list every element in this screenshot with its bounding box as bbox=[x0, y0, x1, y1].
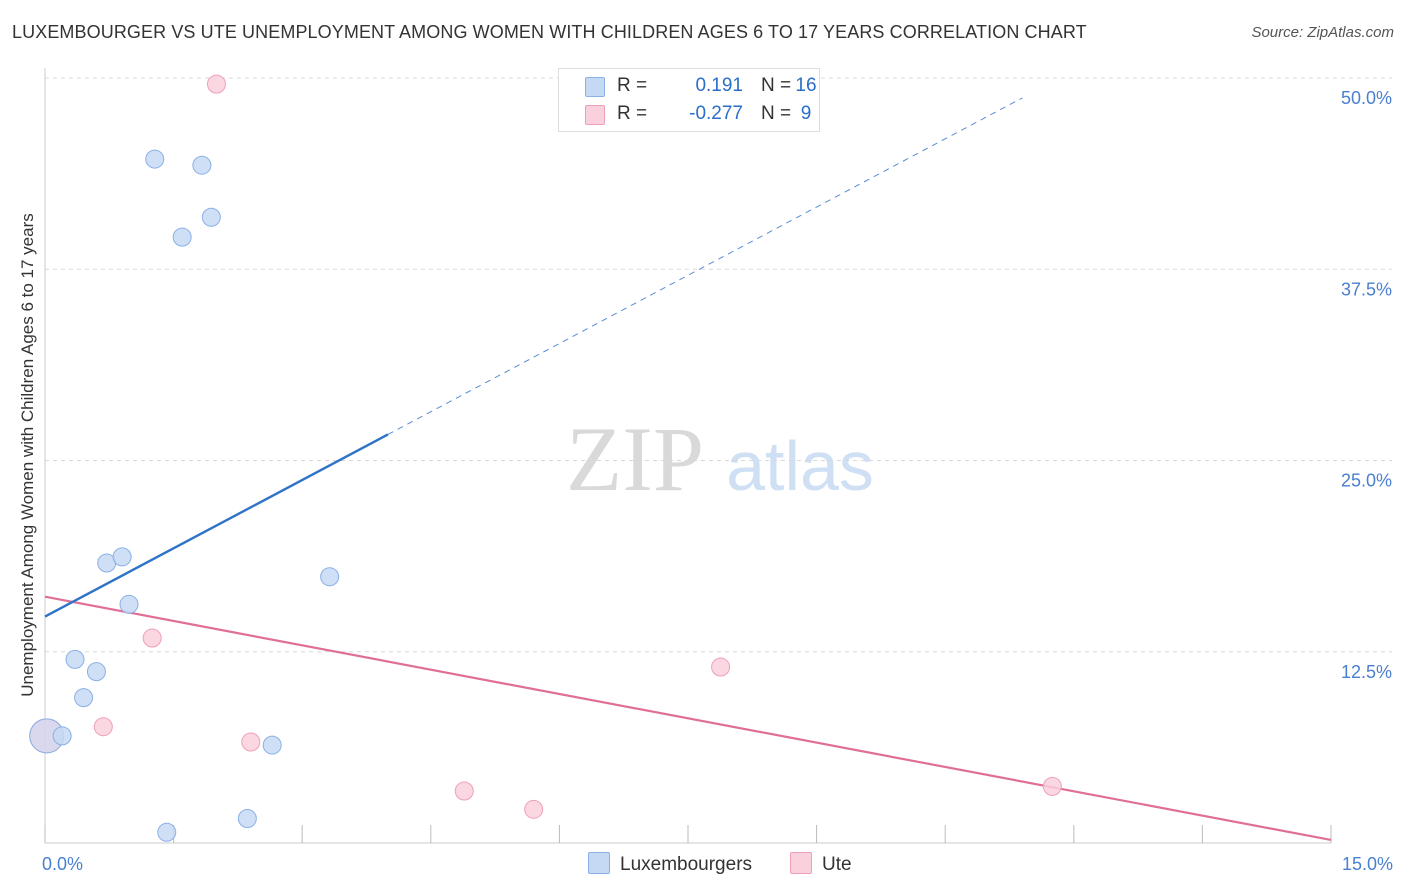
luxembourgers-point bbox=[112, 547, 132, 567]
luxembourgers-point bbox=[52, 726, 72, 746]
luxembourgers-point bbox=[172, 227, 192, 247]
y-tick-label: 12.5% bbox=[1341, 662, 1392, 682]
watermark-atlas: atlas bbox=[726, 427, 874, 505]
x-tick-label: 15.0% bbox=[1342, 854, 1393, 874]
luxembourgers-point bbox=[262, 735, 282, 755]
bottom-legend-label-ute: Ute bbox=[822, 854, 852, 875]
ute-trend-line bbox=[44, 595, 1332, 842]
legend-r-label: R = bbox=[617, 75, 648, 96]
luxembourgers-point bbox=[145, 149, 165, 169]
ute-point bbox=[206, 74, 226, 94]
bottom-legend-swatch-luxembourgers bbox=[588, 852, 610, 874]
luxembourgers-point bbox=[201, 207, 221, 227]
y-tick-label: 25.0% bbox=[1341, 471, 1392, 491]
watermark-zip: ZIP bbox=[566, 408, 704, 510]
ute-point bbox=[1042, 776, 1062, 796]
y-axis-label: Unemployment Among Women with Children A… bbox=[18, 213, 37, 697]
luxembourgers-trend-extension bbox=[387, 97, 1023, 435]
legend-n-label: N = bbox=[761, 75, 792, 96]
chart-title: LUXEMBOURGER VS UTE UNEMPLOYMENT AMONG W… bbox=[12, 22, 1087, 42]
luxembourgers-point bbox=[74, 688, 94, 708]
luxembourgers-point bbox=[237, 809, 257, 829]
luxembourgers-point bbox=[65, 649, 85, 669]
ute-point bbox=[93, 717, 113, 737]
correlation-legend: R = 0.191 N = 16 R = -0.277 N = 9 bbox=[558, 68, 820, 132]
luxembourgers-point bbox=[86, 662, 106, 682]
legend-n-value: 16 bbox=[795, 75, 817, 96]
ute-point bbox=[142, 628, 162, 648]
y-tick-label: 50.0% bbox=[1341, 88, 1392, 108]
x-tick-label: 0.0% bbox=[42, 854, 83, 874]
legend-swatch-luxembourgers bbox=[585, 77, 605, 97]
luxembourgers-point bbox=[320, 567, 340, 587]
ute-point bbox=[454, 781, 474, 801]
luxembourgers-point bbox=[192, 155, 212, 175]
ute-point bbox=[241, 732, 261, 752]
bottom-legend-label-luxembourgers: Luxembourgers bbox=[620, 854, 753, 875]
luxembourgers-point bbox=[119, 594, 139, 614]
legend-r-label: R = bbox=[617, 103, 648, 124]
legend-n-value: 9 bbox=[800, 103, 812, 124]
legend-r-value: 0.191 bbox=[695, 75, 743, 96]
ute-point bbox=[711, 657, 731, 677]
legend-n-label: N = bbox=[761, 103, 792, 124]
source-label: Source: ZipAtlas.com bbox=[1251, 24, 1394, 41]
legend-r-value: -0.277 bbox=[689, 103, 743, 124]
ute-point bbox=[524, 799, 544, 819]
luxembourgers-point bbox=[157, 822, 177, 842]
y-tick-label: 37.5% bbox=[1341, 279, 1392, 299]
bottom-legend-luxembourgers: Luxembourgers bbox=[588, 852, 752, 876]
bottom-legend-ute: Ute bbox=[790, 852, 852, 876]
luxembourgers-trend-line bbox=[44, 433, 389, 618]
legend-swatch-ute bbox=[585, 105, 605, 125]
bottom-legend-swatch-ute bbox=[790, 852, 812, 874]
